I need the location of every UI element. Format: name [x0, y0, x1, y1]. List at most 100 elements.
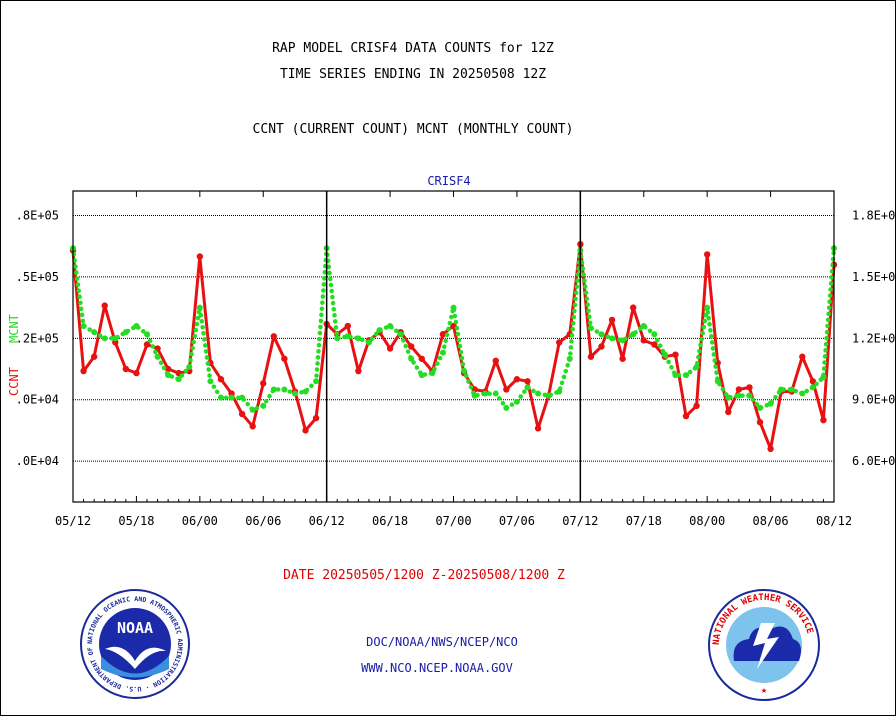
mcnt-point [112, 335, 119, 342]
y-tick-label-right: 1.8E+0 [852, 209, 895, 223]
ccnt-point [629, 304, 637, 311]
y-tick-label-right: 6.0E+0 [852, 454, 895, 468]
ccnt-point [344, 322, 352, 330]
ccnt-point [587, 353, 595, 360]
mcnt-point [524, 384, 531, 391]
ccnt-point [598, 343, 605, 350]
x-tick-label: 05/18 [118, 514, 154, 528]
ccnt-point [534, 425, 542, 432]
ccnt-point [820, 416, 827, 424]
y-tick-label-left: .0E+04 [16, 454, 59, 468]
mcnt-point [207, 378, 214, 385]
mcnt-point [344, 333, 351, 340]
ccnt-point [651, 341, 658, 348]
mcnt-point [154, 353, 161, 360]
ccnt-point [672, 351, 679, 358]
ccnt-point [80, 367, 87, 375]
plot-title: CRISF4 [427, 174, 470, 188]
title-line-2: TIME SERIES ENDING IN 20250508 12Z [280, 67, 546, 82]
mcnt-point [143, 331, 150, 338]
mcnt-point [704, 304, 711, 311]
mcnt-point [334, 335, 341, 342]
mcnt-point [313, 378, 320, 385]
ylabel-ccnt: CCNT [7, 367, 21, 396]
ccnt-point [196, 253, 204, 260]
plot-border [72, 190, 835, 503]
x-tick-label: 08/06 [753, 514, 789, 528]
ccnt-point [513, 376, 521, 383]
mcnt-point [788, 386, 795, 393]
ccnt-point [735, 386, 743, 393]
ccnt-point [682, 412, 690, 420]
mcnt-point [122, 329, 129, 336]
date-range: DATE 20250505/1200 Z-20250508/1200 Z [283, 568, 565, 583]
mcnt-point [281, 386, 288, 393]
ccnt-point [756, 419, 764, 426]
x-tick-label: 06/12 [309, 514, 345, 528]
mcnt-point [556, 388, 563, 395]
y-tick-label-right: 1.2E+0 [852, 331, 895, 345]
mcnt-point [714, 378, 721, 385]
x-tick-label: 06/18 [372, 514, 408, 528]
ccnt-point [355, 367, 362, 375]
x-tick-label: 07/00 [435, 514, 471, 528]
org-line: DOC/NOAA/NWS/NCEP/NCO [366, 635, 518, 649]
mcnt-point [598, 331, 605, 338]
mcnt-point [672, 372, 679, 379]
mcnt-point [630, 331, 637, 338]
series-line-ccnt [71, 242, 836, 451]
mcnt-point [133, 323, 140, 330]
y-tick-label-left: .8E+05 [16, 209, 59, 223]
mcnt-point [429, 370, 436, 377]
mcnt-point [482, 390, 489, 397]
x-tick-label: 08/12 [816, 514, 852, 528]
ccnt-point [312, 414, 320, 422]
ylabel-mcnt: MCNT [7, 314, 21, 343]
title-line-1: RAP MODEL CRISF4 DATA COUNTS for 12Z [272, 41, 554, 56]
url-line: WWW.NCO.NCEP.NOAA.GOV [361, 661, 513, 675]
mcnt-point [365, 339, 372, 346]
mcnt-point [735, 392, 742, 399]
mcnt-point [809, 384, 816, 391]
ccnt-point [746, 384, 753, 391]
mcnt-point [302, 388, 309, 395]
ccnt-point [122, 365, 130, 373]
mcnt-point [566, 355, 573, 362]
ccnt-point [386, 345, 394, 352]
mcnt-point [683, 372, 690, 379]
ccnt-point [640, 337, 647, 344]
mcnt-point [693, 363, 700, 370]
y-tick-label-right: 1.5E+0 [852, 270, 895, 284]
ccnt-point [555, 339, 563, 346]
ccnt-point [133, 369, 140, 377]
x-tick-label: 07/06 [499, 514, 535, 528]
ccnt-point [619, 355, 626, 362]
ccnt-point [608, 316, 616, 324]
mcnt-point [535, 390, 542, 397]
grid-lines [73, 215, 834, 462]
nws-logo: NATIONAL WEATHER SERVICE ★ [708, 589, 820, 701]
ccnt-point [767, 445, 774, 453]
title-line-3: CCNT (CURRENT COUNT) MCNT (MONTHLY COUNT… [253, 122, 574, 137]
ccnt-point [693, 402, 700, 410]
mcnt-point [418, 372, 425, 379]
mcnt-point [270, 386, 277, 393]
ccnt-point [302, 427, 309, 434]
mcnt-point [651, 331, 658, 338]
mcnt-point [513, 398, 520, 405]
mcnt-point [609, 335, 616, 342]
x-tick-label: 07/12 [562, 514, 598, 528]
ccnt-point [503, 386, 510, 393]
mcnt-point [545, 392, 552, 399]
mcnt-point [439, 349, 446, 356]
ccnt-point [143, 341, 151, 348]
x-tick-label: 05/12 [55, 514, 91, 528]
mcnt-point [80, 323, 87, 330]
svg-text:★: ★ [761, 685, 767, 696]
ccnt-point [439, 331, 447, 338]
ccnt-point [725, 408, 732, 416]
ccnt-point [418, 355, 425, 362]
mcnt-point [228, 394, 235, 401]
